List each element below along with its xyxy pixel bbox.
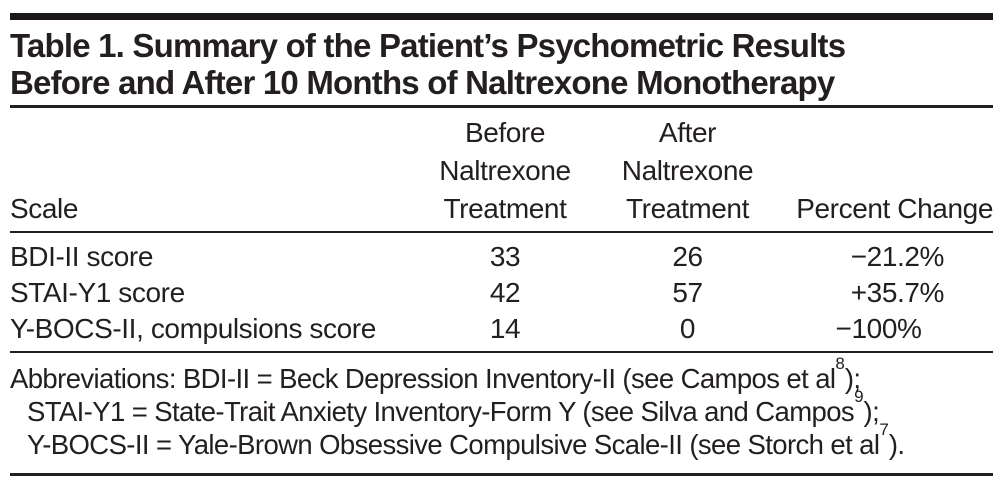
body-divider-rule: [10, 351, 993, 353]
cell-percent-integer: +35: [850, 277, 898, 308]
cell-percent-fraction: .7%: [897, 277, 945, 308]
reference-superscript: 8: [835, 353, 845, 373]
cell-percent-integer: −100: [835, 313, 898, 344]
column-header-before-line1: Before: [464, 117, 546, 148]
cell-percent-integer: −21: [850, 241, 898, 272]
footnote-line-stai: STAI-Y1 = State-Trait Anxiety Inventory-…: [10, 388, 993, 428]
reference-superscript: 9: [854, 386, 864, 406]
reference-superscript: 7: [879, 419, 889, 439]
table-title: Table 1. Summary of the Patient’s Psycho…: [10, 27, 846, 101]
table-footnote: Abbreviations: BDI-II = Beck Depression …: [10, 355, 993, 461]
cell-scale: BDI-II score: [10, 241, 154, 272]
cell-scale: STAI-Y1 score: [10, 277, 185, 308]
table-title-line1: Table 1. Summary of the Patient’s Psycho…: [10, 27, 846, 64]
footnote-text: );: [844, 363, 861, 394]
title-divider-rule: [10, 105, 993, 108]
cell-before-value: 14: [489, 313, 521, 344]
table-body: BDI-II score 33 26 −21 .2% STAI-Y1 score…: [0, 239, 1000, 347]
column-header-before-treatment: Before Naltrexone Treatment: [415, 114, 595, 228]
column-header-after-treatment: After Naltrexone Treatment: [595, 114, 780, 228]
table-top-bar: [10, 13, 993, 20]
footnote-text: Abbreviations: BDI-II = Beck Depression …: [10, 363, 836, 394]
table-row-stai: STAI-Y1 score 42 57 +35 .7%: [10, 275, 993, 311]
footnote-line-ybocs: Y-BOCS-II = Yale-Brown Obsessive Compuls…: [10, 421, 993, 461]
footnote-text: ).: [888, 429, 905, 460]
column-header-before-line3: Treatment: [443, 193, 567, 224]
cell-after-value: 0: [679, 313, 696, 344]
header-divider-rule: [10, 231, 993, 233]
bottom-rule: [10, 473, 993, 476]
footnote-text: );: [863, 396, 880, 427]
table-header-row: Scale Before Naltrexone Treatment After …: [10, 114, 993, 228]
cell-before-value: 42: [489, 277, 521, 308]
cell-after-value: 57: [672, 277, 703, 308]
column-header-percent-change: Percent Change: [796, 193, 993, 224]
cell-percent-fraction: %: [897, 313, 922, 344]
footnote-line-bdi: Abbreviations: BDI-II = Beck Depression …: [10, 355, 993, 395]
footnote-text: STAI-Y1 = State-Trait Anxiety Inventory-…: [27, 396, 855, 427]
table-title-line2: Before and After 10 Months of Naltrexone…: [10, 64, 835, 101]
table-row-ybocs: Y-BOCS-II, compulsions score 14 0 −100 %: [10, 311, 993, 347]
column-header-after-line2: Naltrexone: [621, 155, 754, 186]
footnote-text: Y-BOCS-II = Yale-Brown Obsessive Compuls…: [27, 429, 880, 460]
cell-percent-fraction: .2%: [897, 241, 945, 272]
cell-before-value: 33: [489, 241, 521, 272]
cell-after-value: 26: [672, 241, 703, 272]
column-header-scale: Scale: [10, 193, 79, 224]
cell-scale: Y-BOCS-II, compulsions score: [10, 313, 376, 344]
column-header-after-line3: Treatment: [626, 193, 749, 224]
column-header-after-line1: After: [658, 117, 717, 148]
column-header-before-line2: Naltrexone: [439, 155, 571, 186]
table-row-bdi: BDI-II score 33 26 −21 .2%: [10, 239, 993, 275]
